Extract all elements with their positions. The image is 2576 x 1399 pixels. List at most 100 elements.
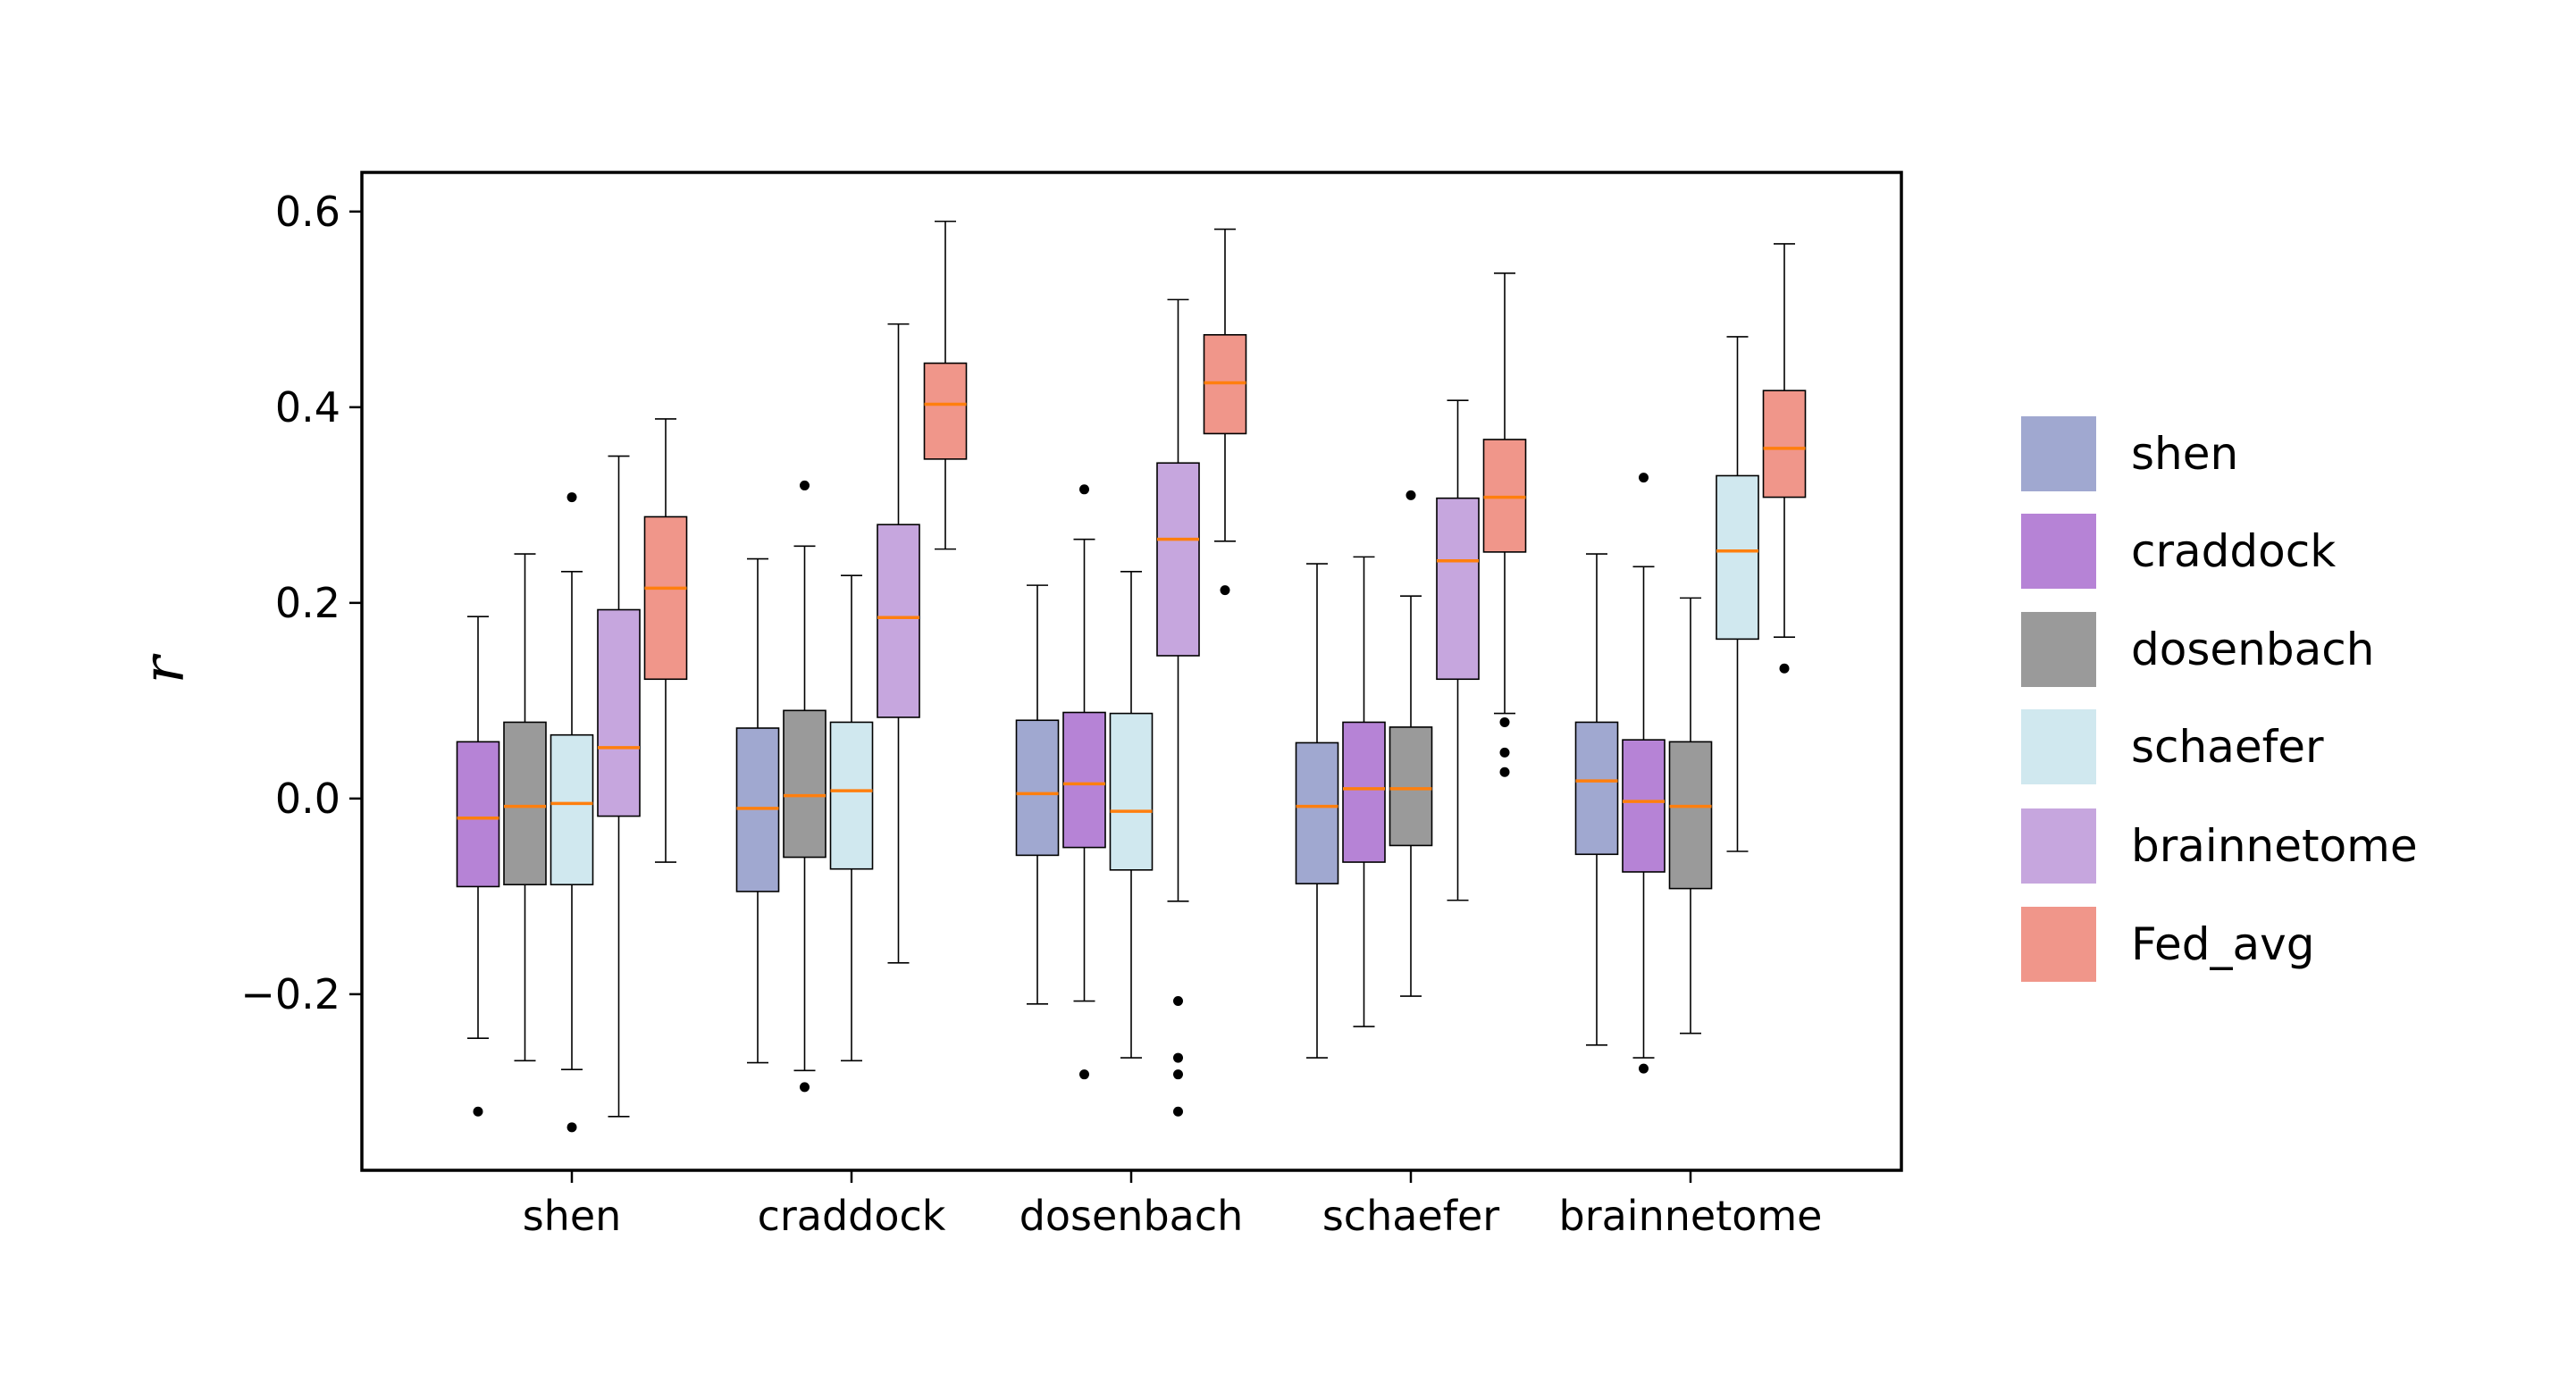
box-shen-brainnetome [597, 455, 641, 1118]
box-brainnetome-schaefer [1716, 336, 1759, 852]
legend-label: craddock [2131, 525, 2336, 577]
box-dosenbach-shen [1015, 584, 1060, 1005]
box-body [1716, 474, 1759, 641]
y-axis-label: r [131, 653, 197, 683]
box-group-schaefer [1295, 272, 1527, 1059]
box-body [643, 515, 688, 681]
box-brainnetome-Fed_avg [1762, 243, 1807, 674]
box-body [1574, 721, 1619, 856]
legend: shen craddock dosenbach schaefer brainnetome… [2021, 416, 2418, 982]
legend-swatch [2021, 709, 2096, 784]
box-dosenbach-brainnetome [1156, 298, 1200, 1117]
legend-item-shen: shen [2021, 416, 2238, 491]
box-body [783, 709, 827, 859]
box-shen-dosenbach [503, 553, 547, 1062]
box-body [1156, 462, 1200, 657]
y-tick-label: 0.0 [275, 775, 340, 823]
legend-label: shen [2131, 428, 2238, 480]
box-schaefer-brainnetome [1436, 399, 1480, 901]
box-body [1762, 390, 1807, 498]
outlier-point [1173, 1106, 1183, 1117]
box-dosenbach-schaefer [1109, 570, 1154, 1059]
outlier-point [1173, 1052, 1183, 1063]
box-group-craddock [735, 220, 968, 1093]
legend-label: schaefer [2131, 721, 2324, 773]
legend-label: Fed_avg [2131, 918, 2315, 970]
box-craddock-dosenbach [783, 480, 827, 1093]
box-craddock-brainnetome [877, 323, 920, 964]
legend-label: brainnetome [2131, 820, 2418, 872]
box-body [923, 362, 968, 460]
legend-item-brainnetome: brainnetome [2021, 808, 2418, 884]
x-tick-label: brainnetome [1559, 1192, 1823, 1240]
box-body [1062, 711, 1106, 849]
box-body [1342, 721, 1386, 863]
box-group-shen [456, 418, 688, 1133]
box-dosenbach-craddock [1062, 484, 1106, 1080]
box-schaefer-craddock [1342, 556, 1386, 1027]
legend-swatch [2021, 514, 2096, 589]
outlier-point [566, 492, 577, 503]
outlier-point [1079, 1069, 1089, 1080]
box-craddock-Fed_avg [923, 220, 968, 550]
outlier-point [473, 1106, 483, 1117]
x-tick-label: craddock [758, 1192, 946, 1240]
y-tick-label: 0.6 [275, 188, 340, 236]
outlier-point [800, 1082, 810, 1093]
legend-swatch [2021, 416, 2096, 491]
legend-item-fed-avg: Fed_avg [2021, 907, 2315, 982]
legend-label: dosenbach [2131, 624, 2374, 675]
box-body [1622, 739, 1666, 873]
outlier-point [1499, 747, 1510, 758]
boxes-layer [456, 220, 1807, 1133]
legend-swatch [2021, 612, 2096, 687]
box-body [597, 608, 641, 817]
legend-swatch [2021, 907, 2096, 982]
box-schaefer-dosenbach [1389, 490, 1433, 997]
outlier-point [1639, 473, 1649, 483]
box-shen-craddock [456, 616, 500, 1117]
box-body [1295, 741, 1339, 884]
outlier-point [1220, 585, 1230, 596]
box-body [1436, 497, 1480, 681]
box-schaefer-shen [1295, 563, 1339, 1059]
outlier-point [1779, 663, 1790, 674]
legend-item-craddock: craddock [2021, 514, 2336, 589]
x-tick-label: dosenbach [1019, 1192, 1244, 1240]
box-group-dosenbach [1015, 228, 1247, 1117]
legend-swatch [2021, 808, 2096, 884]
box-dosenbach-Fed_avg [1203, 228, 1247, 596]
y-tick-label: 0.4 [275, 383, 340, 431]
box-body [503, 721, 547, 886]
box-body [550, 733, 594, 886]
box-brainnetome-shen [1574, 553, 1619, 1046]
outlier-point [1639, 1063, 1649, 1074]
legend-item-dosenbach: dosenbach [2021, 612, 2374, 687]
y-axis: −0.2 0.0 0.2 0.4 0.6 [240, 188, 362, 1018]
box-body [456, 741, 500, 888]
outlier-point [800, 480, 810, 490]
box-group-brainnetome [1574, 243, 1807, 1074]
box-body [877, 524, 920, 718]
box-craddock-shen [735, 557, 780, 1064]
legend-item-schaefer: schaefer [2021, 709, 2324, 784]
box-shen-Fed_avg [643, 418, 688, 863]
box-schaefer-Fed_avg [1482, 272, 1527, 777]
box-body [1015, 719, 1060, 857]
box-body [1109, 712, 1154, 871]
outlier-point [566, 1122, 577, 1133]
box-body [1668, 741, 1713, 890]
outlier-point [1079, 484, 1089, 495]
x-axis: shen craddock dosenbach schaefer brainnetome [523, 1170, 1823, 1240]
x-tick-label: shen [523, 1192, 622, 1240]
outlier-point [1405, 490, 1416, 500]
outlier-point [1499, 716, 1510, 727]
box-craddock-schaefer [829, 574, 874, 1062]
y-tick-label: 0.2 [275, 579, 340, 627]
outlier-point [1173, 996, 1183, 1007]
x-tick-label: schaefer [1322, 1192, 1499, 1240]
y-tick-label: −0.2 [240, 970, 340, 1018]
box-body [829, 721, 874, 870]
box-brainnetome-dosenbach [1668, 597, 1713, 1035]
